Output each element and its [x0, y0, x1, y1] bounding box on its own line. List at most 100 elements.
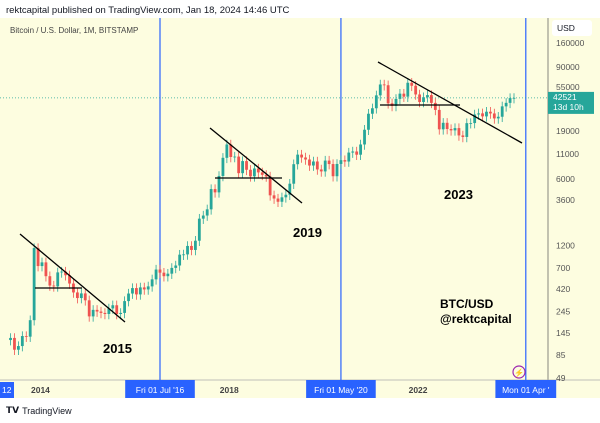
candle[interactable] — [496, 112, 500, 124]
candle[interactable] — [374, 90, 378, 114]
candle[interactable] — [225, 139, 229, 164]
candle[interactable] — [327, 155, 331, 170]
candle[interactable] — [492, 108, 496, 124]
candle[interactable] — [150, 274, 154, 292]
candle[interactable] — [146, 281, 150, 295]
candle[interactable] — [44, 257, 48, 282]
candle[interactable] — [142, 282, 146, 295]
candle[interactable] — [508, 93, 512, 109]
candle[interactable] — [245, 156, 248, 176]
candle[interactable] — [406, 78, 410, 102]
candle[interactable] — [394, 94, 398, 112]
candle[interactable] — [154, 264, 158, 285]
candle[interactable] — [9, 333, 12, 346]
candle[interactable] — [32, 243, 36, 326]
lightning-icon[interactable]: ⚡ — [512, 365, 526, 379]
candle[interactable] — [437, 105, 441, 135]
candle[interactable] — [457, 123, 461, 141]
candle[interactable] — [449, 124, 453, 136]
candle[interactable] — [312, 156, 315, 171]
chart[interactable]: Bitcoin / U.S. Dollar, 1M, BITSTAMP 2015… — [0, 18, 600, 398]
time-axis[interactable] — [0, 380, 548, 398]
candle[interactable] — [414, 81, 418, 100]
candle[interactable] — [347, 147, 351, 167]
candle[interactable] — [20, 331, 24, 352]
candle[interactable] — [103, 308, 107, 320]
candle[interactable] — [288, 179, 292, 201]
candle[interactable] — [83, 288, 87, 306]
candle[interactable] — [229, 139, 233, 163]
candle[interactable] — [40, 257, 44, 272]
candle[interactable] — [115, 300, 119, 320]
candle[interactable] — [197, 213, 201, 247]
candle[interactable] — [194, 236, 197, 256]
candle[interactable] — [182, 249, 185, 260]
candle[interactable] — [296, 149, 300, 170]
candle[interactable] — [28, 315, 32, 342]
candle[interactable] — [292, 159, 296, 190]
candle[interactable] — [13, 333, 16, 356]
candle[interactable] — [221, 153, 225, 182]
price-axis[interactable] — [548, 18, 600, 398]
candle[interactable] — [178, 249, 182, 271]
candle[interactable] — [24, 331, 28, 342]
candle[interactable] — [52, 280, 56, 292]
candle[interactable] — [256, 163, 260, 178]
candle[interactable] — [205, 204, 209, 221]
candle[interactable] — [17, 341, 20, 356]
candle[interactable] — [441, 118, 445, 135]
candle[interactable] — [359, 139, 362, 160]
candle[interactable] — [213, 184, 217, 198]
candle[interactable] — [162, 267, 166, 282]
candle[interactable] — [107, 303, 111, 320]
candle[interactable] — [331, 159, 335, 182]
candle[interactable] — [79, 288, 83, 304]
candle[interactable] — [351, 146, 355, 158]
candle[interactable] — [138, 282, 142, 300]
candle[interactable] — [127, 288, 130, 307]
candle[interactable] — [190, 241, 193, 256]
candle[interactable] — [170, 263, 174, 279]
candle[interactable] — [237, 151, 241, 179]
candle[interactable] — [445, 118, 449, 135]
candle[interactable] — [335, 159, 339, 182]
candle[interactable] — [367, 109, 370, 136]
candle[interactable] — [398, 88, 402, 105]
candle[interactable] — [469, 118, 473, 129]
candle[interactable] — [91, 305, 95, 322]
candle[interactable] — [166, 268, 170, 282]
candle[interactable] — [209, 184, 213, 215]
candle[interactable] — [382, 79, 386, 91]
candlestick-chart[interactable]: Bitcoin / U.S. Dollar, 1M, BITSTAMP 2015… — [0, 18, 600, 398]
candle[interactable] — [319, 164, 323, 177]
candle[interactable] — [249, 165, 252, 182]
candle[interactable] — [504, 98, 508, 112]
candle[interactable] — [386, 80, 390, 109]
candle[interactable] — [485, 107, 488, 122]
candle[interactable] — [284, 190, 288, 203]
candle[interactable] — [76, 287, 79, 304]
candle[interactable] — [465, 118, 469, 143]
candle[interactable] — [158, 264, 162, 278]
candle[interactable] — [241, 156, 244, 179]
trendline-2019[interactable] — [209, 127, 303, 204]
candle[interactable] — [339, 155, 343, 170]
currency-button[interactable]: USD — [552, 20, 592, 36]
candle[interactable] — [217, 171, 221, 198]
candle[interactable] — [489, 107, 492, 119]
candle[interactable] — [131, 283, 134, 299]
candle[interactable] — [135, 283, 138, 300]
candle[interactable] — [304, 152, 307, 165]
trendline-2023[interactable] — [377, 61, 523, 144]
tradingview-footer[interactable]: 𝗧𝗩 TradingView — [6, 405, 72, 416]
candle[interactable] — [500, 101, 504, 123]
candle[interactable] — [36, 243, 40, 272]
candle[interactable] — [308, 154, 311, 171]
candle[interactable] — [371, 103, 374, 120]
candle[interactable] — [300, 149, 303, 163]
candle[interactable] — [343, 155, 347, 167]
candle[interactable] — [99, 306, 103, 319]
candle[interactable] — [253, 163, 256, 182]
candle[interactable] — [280, 192, 284, 208]
candle[interactable] — [481, 108, 484, 122]
